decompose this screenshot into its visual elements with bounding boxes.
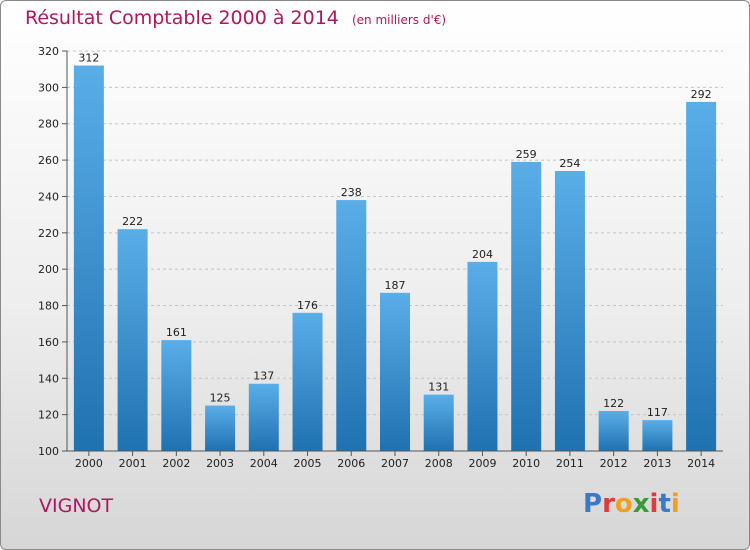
bar-value-label: 122 — [603, 397, 624, 410]
x-tick-label: 2001 — [119, 457, 147, 470]
logo-letter: P — [583, 489, 603, 519]
bar-value-label: 176 — [297, 299, 318, 312]
bar-value-label: 222 — [122, 215, 143, 228]
logo-letter: t — [658, 489, 671, 519]
bar[interactable] — [554, 171, 585, 451]
bar[interactable] — [292, 312, 323, 451]
chart-title: Résultat Comptable 2000 à 2014 — [25, 7, 339, 29]
chart-title-block: Résultat Comptable 2000 à 2014 (en milli… — [25, 7, 446, 29]
logo-letter: i — [670, 489, 680, 519]
y-tick-label: 320 — [38, 45, 59, 58]
bar[interactable] — [423, 394, 454, 451]
proxiti-logo[interactable]: Proxiti — [583, 489, 680, 519]
bar[interactable] — [511, 161, 542, 451]
x-tick-label: 2003 — [206, 457, 234, 470]
bar-value-label: 238 — [341, 186, 362, 199]
bar[interactable] — [205, 405, 236, 451]
x-tick-label: 2013 — [643, 457, 671, 470]
x-tick-label: 2008 — [425, 457, 453, 470]
logo-letter: r — [602, 489, 615, 519]
y-tick-label: 280 — [38, 118, 59, 131]
y-axis: 100 120 140 160 180 200 220 240 260 280 300 320 — [38, 45, 68, 458]
x-tick-label: 2004 — [250, 457, 278, 470]
x-tick-label: 2006 — [337, 457, 365, 470]
bar-value-label: 137 — [253, 370, 274, 383]
bar[interactable] — [380, 292, 410, 451]
bar[interactable] — [248, 383, 279, 451]
bar-value-label: 312 — [78, 52, 99, 65]
x-tick-label: 2014 — [687, 457, 715, 470]
bar-value-label: 161 — [166, 326, 187, 339]
bar-value-label: 117 — [647, 406, 668, 419]
logo-letter: x — [632, 489, 650, 519]
bar[interactable] — [642, 420, 673, 451]
x-tick-label: 2011 — [556, 457, 584, 470]
x-tick-label: 2005 — [294, 457, 322, 470]
logo-letter: o — [614, 489, 633, 519]
bar-value-label: 292 — [691, 88, 712, 101]
y-tick-label: 240 — [38, 190, 59, 203]
y-tick-label: 220 — [38, 227, 59, 240]
y-tick-label: 100 — [38, 445, 59, 458]
bar-value-label: 125 — [210, 392, 231, 405]
x-tick-label: 2000 — [75, 457, 103, 470]
bar-value-label: 259 — [516, 148, 537, 161]
logo-letter: i — [649, 489, 659, 519]
bar[interactable] — [598, 411, 629, 451]
x-tick-label: 2010 — [512, 457, 540, 470]
bar[interactable] — [686, 101, 717, 451]
bar[interactable] — [336, 200, 367, 451]
bar-value-label: 131 — [428, 381, 449, 394]
bar-value-label: 254 — [559, 157, 580, 170]
y-tick-label: 160 — [38, 336, 59, 349]
bar[interactable] — [467, 261, 498, 451]
value-labels: 312 222 161 125 137 176 238 187 131 204 259 254 122 1… — [78, 52, 711, 420]
bar-value-label: 204 — [472, 248, 493, 261]
y-tick-label: 260 — [38, 154, 59, 167]
x-tick-label: 2012 — [600, 457, 628, 470]
bar[interactable] — [73, 65, 104, 451]
bars — [73, 65, 717, 451]
y-tick-label: 120 — [38, 409, 59, 422]
x-axis: 2000 2001 2002 2003 2004 2005 2006 2007 2008 2009… — [67, 450, 723, 470]
x-tick-label: 2009 — [468, 457, 496, 470]
x-tick-label: 2007 — [381, 457, 409, 470]
bar[interactable] — [117, 229, 148, 451]
chart-unit: (en milliers d'€) — [351, 13, 447, 27]
y-tick-label: 200 — [38, 263, 59, 276]
x-tick-label: 2002 — [162, 457, 190, 470]
y-tick-label: 300 — [38, 81, 59, 94]
commune-name: VIGNOT — [39, 495, 114, 517]
bar-value-label: 187 — [385, 279, 406, 292]
bar[interactable] — [161, 340, 192, 451]
y-tick-label: 180 — [38, 300, 59, 313]
y-tick-label: 140 — [38, 372, 59, 385]
